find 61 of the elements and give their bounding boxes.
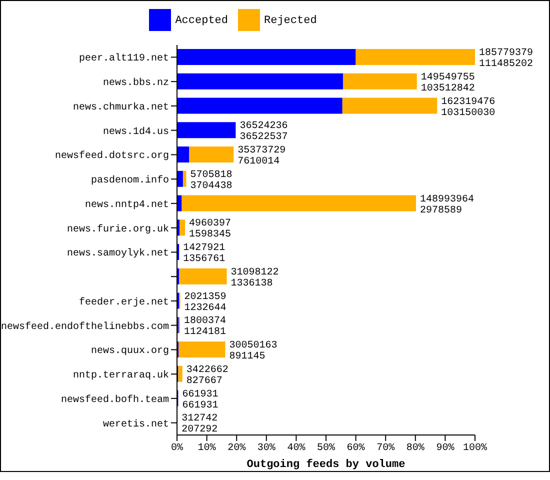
- annotation: 148993964: [420, 194, 474, 206]
- y-tick-label: news.1d4.us: [102, 126, 169, 138]
- y-tick-label: news.quux.org: [90, 346, 169, 358]
- text: 111485202: [479, 59, 534, 70]
- annotation: 661931: [182, 389, 218, 400]
- annotation: 3704438: [190, 180, 232, 192]
- x-tick-label: 60%: [346, 443, 365, 454]
- annotation: 312742: [182, 414, 218, 425]
- annotation: 2978589: [420, 205, 462, 216]
- annotation: 7610014: [238, 156, 280, 168]
- y-tick-label: news.chmurka.net: [72, 101, 169, 114]
- annotation: 207292: [182, 424, 218, 436]
- y-tick-label: weretis.net: [102, 418, 169, 430]
- annotation: 1800374: [184, 316, 226, 328]
- annotation: 1356761: [183, 254, 226, 265]
- x-tick-label: 70%: [376, 443, 395, 454]
- y-tick-label: news.samoylyk.net: [66, 248, 169, 260]
- y-tick-label: peer.alt119.net: [78, 52, 169, 65]
- annotation: 103150030: [441, 108, 496, 119]
- annotation: 661931: [182, 400, 218, 412]
- annotation: 1336138: [230, 278, 273, 290]
- annotation: 827667: [186, 376, 222, 387]
- x-tick-label: 20%: [228, 443, 246, 454]
- x-tick-label: 40%: [287, 443, 306, 454]
- x-tick-label: 100%: [462, 443, 488, 454]
- text: 185779379: [479, 48, 534, 59]
- y-tick-label: news.bbs.nz: [102, 77, 169, 90]
- annotation: 1232644: [184, 302, 226, 314]
- x-tick-label: 50%: [316, 443, 336, 454]
- x-axis-title: Outgoing feeds by volume: [246, 458, 406, 471]
- annotation: 4960397: [189, 218, 232, 230]
- y-tick-label: newsfeed.bofh.team: [60, 394, 169, 406]
- annotation: 36524236: [240, 121, 288, 132]
- annotation: 162319476: [441, 96, 496, 108]
- annotation: 30050163: [229, 340, 278, 352]
- annotation: 3422662: [186, 364, 228, 376]
- y-tick-label: pasdenom.info: [90, 174, 169, 187]
- legend-label: Rejected: [264, 14, 317, 27]
- annotation: 149549755: [420, 72, 475, 84]
- x-tick-label: 80%: [406, 443, 424, 454]
- x-tick-label: 90%: [436, 443, 454, 454]
- annotation: 2021359: [184, 292, 226, 303]
- x-tick-label: 10%: [198, 443, 216, 454]
- annotation: 891145: [229, 352, 266, 362]
- annotation: 35373729: [238, 146, 286, 156]
- y-tick-label: newsfeed.dotsrc.org: [54, 150, 169, 162]
- legend-label: Accepted: [175, 14, 228, 27]
- y-tick-label: news.nntp4.net: [84, 200, 169, 211]
- annotation: 1598345: [189, 230, 232, 241]
- x-tick-label: 30%: [257, 443, 276, 454]
- annotation: 36522537: [240, 132, 288, 144]
- annotation: 31098122: [230, 267, 279, 278]
- annotation: 1427921: [183, 243, 226, 254]
- annotation: 103512842: [420, 83, 475, 94]
- x-tick-label: 0%: [170, 443, 184, 454]
- annotation: 1124181: [184, 327, 226, 338]
- y-tick-label: nntp.terraraq.uk: [72, 370, 169, 382]
- annotation: 5705818: [190, 170, 232, 181]
- y-tick-label: news.furie.org.uk: [66, 223, 169, 236]
- y-tick-label: feeder.erje.net: [78, 296, 169, 308]
- y-tick-label: newsfeed.endofthelinebbs.com: [0, 320, 169, 333]
